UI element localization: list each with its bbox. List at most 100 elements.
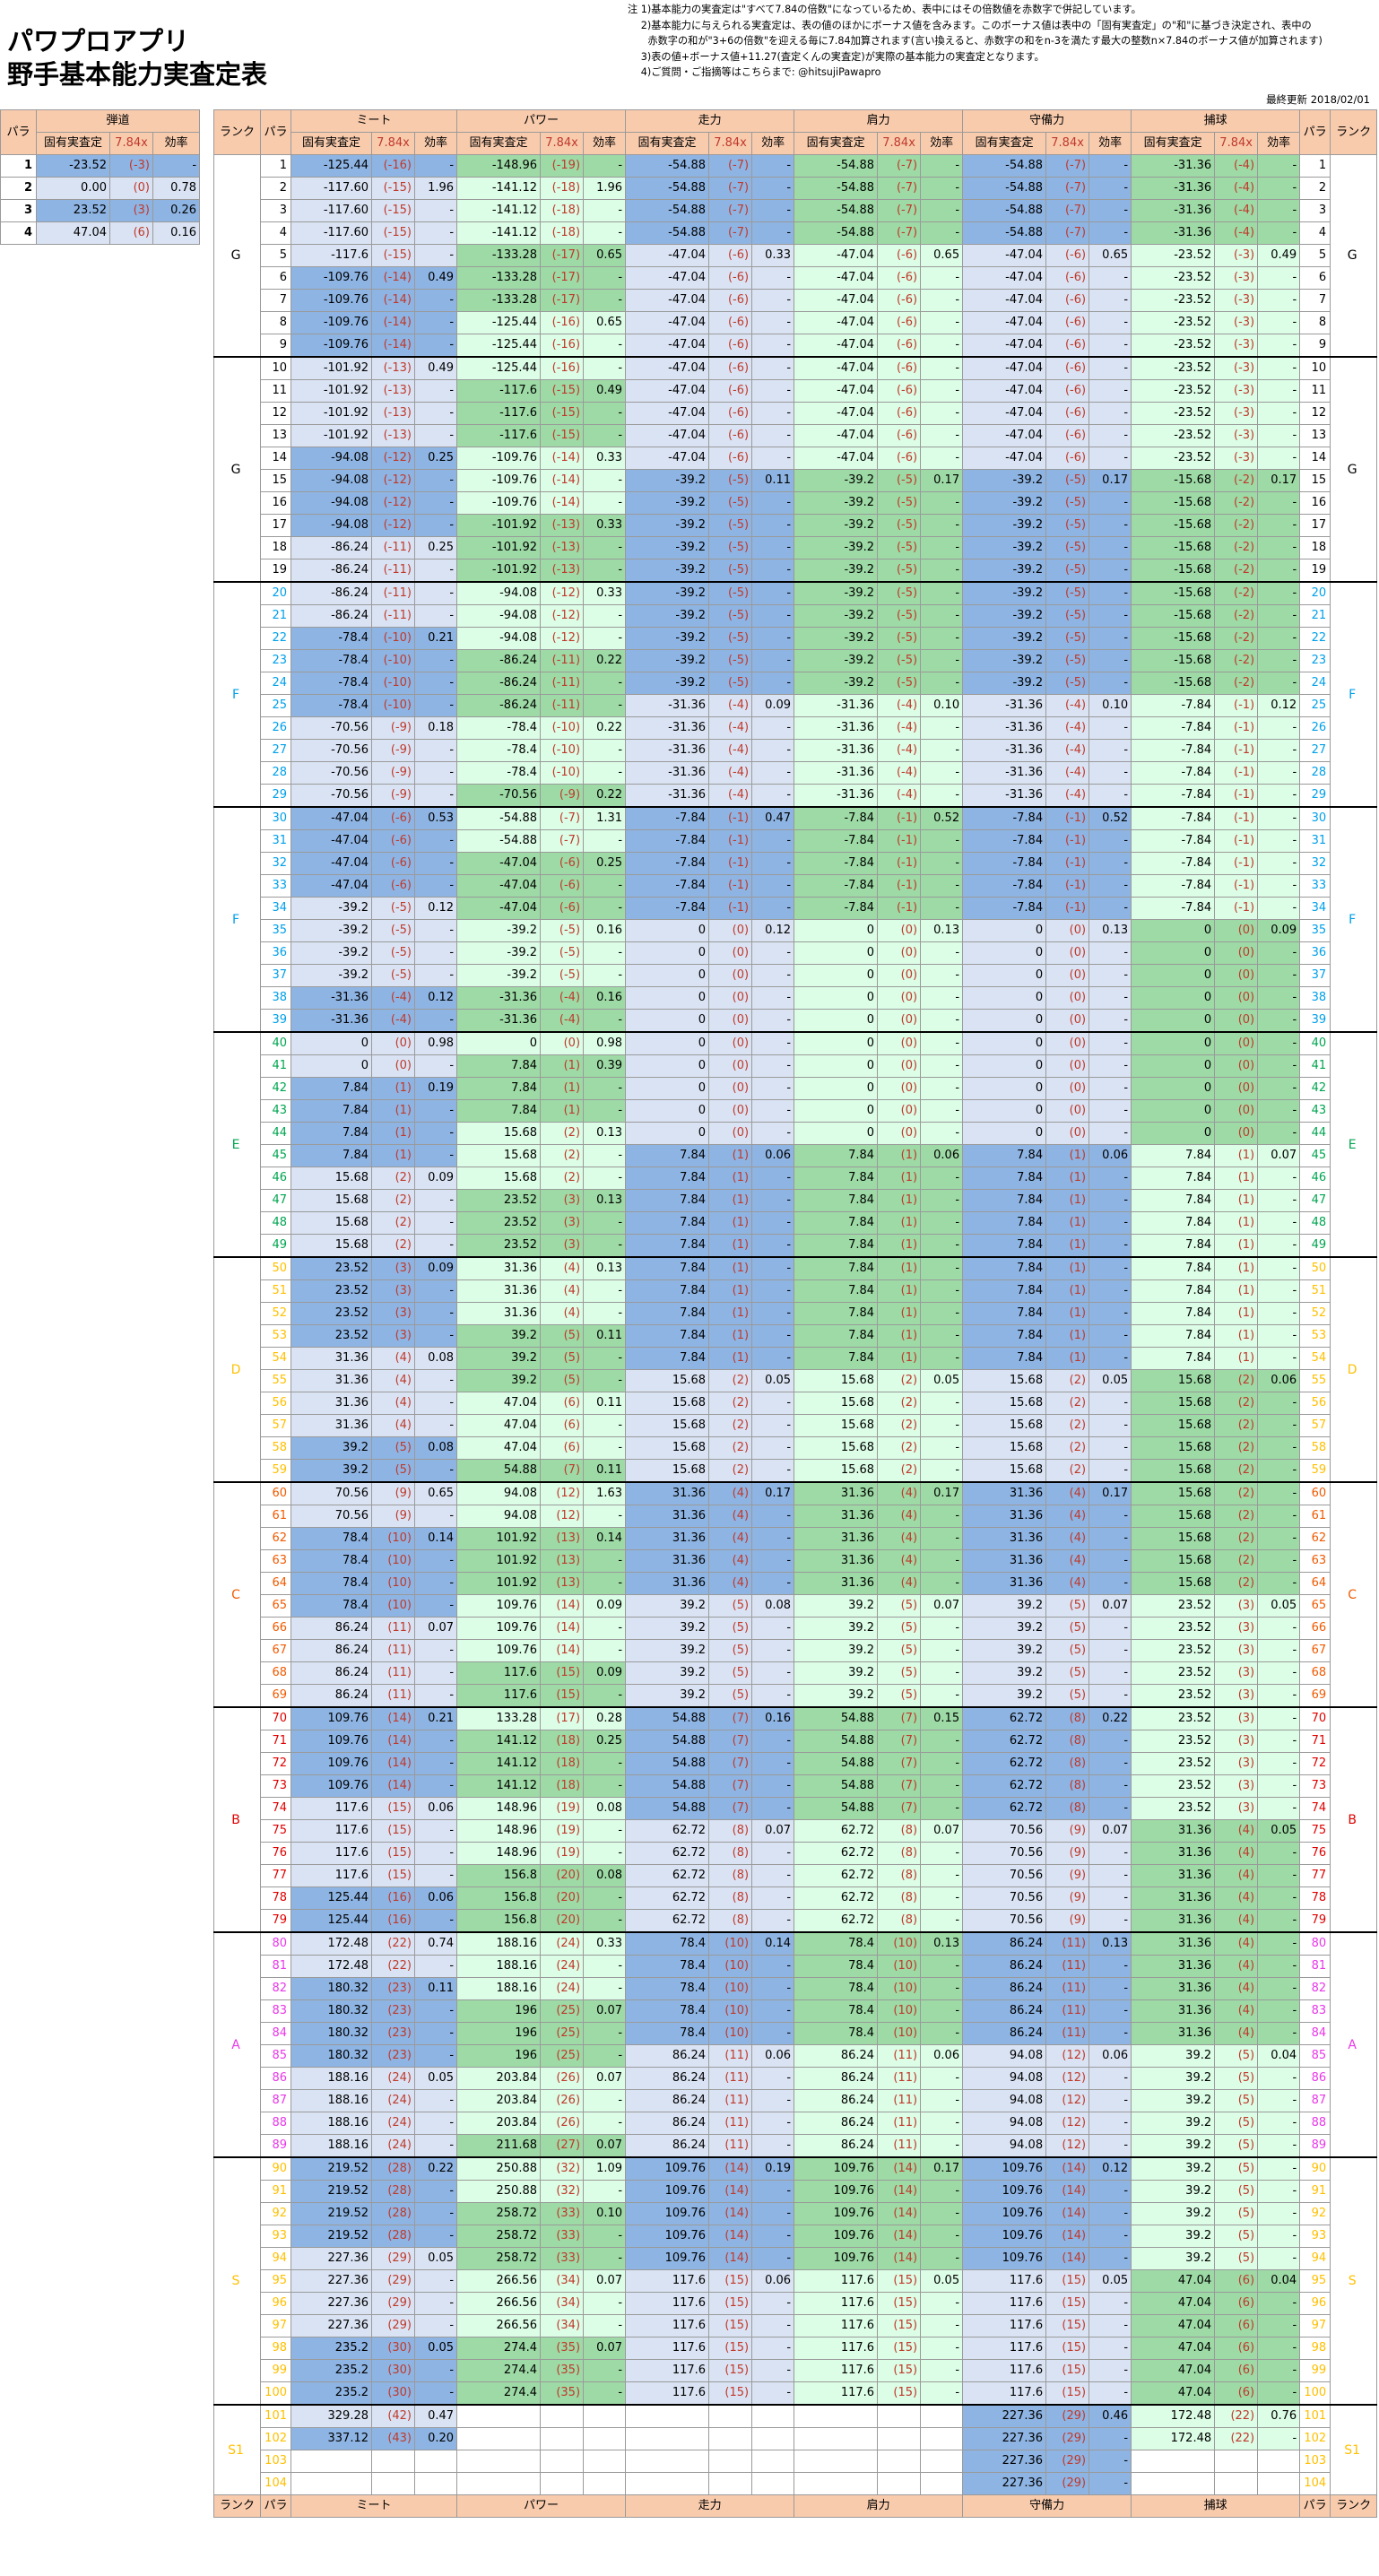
catch-value-cell: -23.52 [1131, 266, 1216, 290]
arm-efficiency-cell: - [920, 1886, 964, 1910]
arm-multiple-cell: (7) [877, 1730, 922, 1753]
power-value-cell: 274.4 [456, 2359, 542, 2382]
power-efficiency-cell: - [583, 672, 627, 695]
para-cell: 29 [260, 784, 291, 808]
run-multiple-cell: (-5) [708, 627, 753, 650]
col-eff: 効率 [751, 132, 795, 155]
meet-efficiency-cell: - [413, 649, 458, 672]
catch-efficiency-cell: 0.17 [1257, 469, 1301, 492]
run-multiple-cell: (5) [708, 1617, 753, 1640]
col-arm: 肩力 [794, 109, 964, 133]
catch-efficiency-cell: - [1257, 784, 1301, 808]
field-multiple-cell: (9) [1045, 1909, 1090, 1933]
table-row: 67 86.24 (11) -109.76 (14) -39.2 (5) -39.2 (5) -3… [214, 1639, 1377, 1662]
meet-multiple-cell: (4) [371, 1369, 415, 1392]
field-efficiency-cell: 0.06 [1088, 2044, 1132, 2068]
meet-efficiency-cell: 0.08 [413, 1347, 458, 1370]
run-multiple-cell: (-6) [708, 244, 753, 267]
field-efficiency-cell: - [1088, 2225, 1132, 2248]
arm-efficiency-cell: - [920, 356, 964, 380]
para-cell: 18 [1299, 536, 1331, 559]
run-multiple-cell: (7) [708, 1706, 753, 1730]
arm-value-cell: 62.72 [794, 1819, 879, 1843]
power-multiple-cell: (2) [540, 1122, 585, 1145]
field-multiple-cell: (14) [1045, 2202, 1090, 2225]
run-efficiency-cell: 0.08 [751, 1594, 795, 1618]
power-multiple-cell: (18) [540, 1774, 585, 1798]
run-multiple-cell: (14) [708, 2180, 753, 2203]
col-catch: 捕球 [1131, 2494, 1301, 2518]
run-value-cell: -54.88 [625, 221, 710, 245]
arm-value-cell: 7.84 [794, 1211, 879, 1235]
arm-value-cell: 0 [794, 1031, 879, 1055]
field-efficiency-cell: 0.07 [1088, 1819, 1132, 1843]
run-value-cell: 117.6 [625, 2292, 710, 2315]
para-cell: 28 [260, 761, 291, 785]
meet-multiple-cell: (3) [371, 1279, 415, 1303]
arm-multiple-cell: (10) [877, 1977, 922, 2000]
run-efficiency-cell [751, 2404, 795, 2428]
para-cell: 6 [260, 266, 291, 290]
run-multiple-cell [708, 2427, 753, 2450]
power-multiple-cell: (19) [540, 1842, 585, 1865]
catch-multiple-cell: (3) [1214, 1752, 1259, 1775]
catch-value-cell: -15.68 [1131, 536, 1216, 559]
arm-multiple-cell: (4) [877, 1481, 922, 1505]
field-efficiency-cell: - [1088, 1909, 1132, 1933]
table-row: 66 86.24 (11) 0.07 109.76 (14) -39.2 (5) -39.2 (5… [214, 1617, 1377, 1640]
para-cell: 76 [260, 1842, 291, 1865]
run-efficiency-cell: - [751, 1999, 795, 2023]
para-cell: 2 [0, 177, 37, 200]
field-multiple-cell: (11) [1045, 1977, 1090, 2000]
catch-value-cell: -15.68 [1131, 627, 1216, 650]
arm-efficiency-cell: - [920, 1077, 964, 1100]
field-efficiency-cell: 0.17 [1088, 1481, 1132, 1505]
table-row: 89 188.16 (24) -211.68 (27) 0.07 86.24 (11) -86.… [214, 2134, 1377, 2158]
meet-efficiency-cell: - [413, 1279, 458, 1303]
arm-efficiency-cell: - [920, 739, 964, 762]
run-efficiency-cell: - [751, 1684, 795, 1708]
meet-multiple-cell: (-9) [371, 716, 415, 740]
table-row: 86 188.16 (24) 0.05 203.84 (26) 0.07 86.24 (11) -… [214, 2067, 1377, 2090]
para-cell: 99 [260, 2359, 291, 2382]
run-value-cell: 109.76 [625, 2247, 710, 2270]
power-value-cell: -39.2 [456, 941, 542, 965]
power-value-cell: -101.92 [456, 514, 542, 537]
run-efficiency-cell: - [751, 716, 795, 740]
field-value-cell: -47.04 [962, 266, 1047, 290]
arm-multiple-cell: (-6) [877, 244, 922, 267]
power-value-cell: 274.4 [456, 2337, 542, 2360]
power-multiple-cell: (-6) [540, 897, 585, 920]
arm-value-cell: 86.24 [794, 2089, 879, 2112]
power-multiple-cell: (25) [540, 2022, 585, 2045]
rank-cell: F [213, 581, 261, 808]
arm-value-cell: 7.84 [794, 1189, 879, 1212]
catch-efficiency-cell: 0.05 [1257, 1819, 1301, 1843]
power-value-cell: -141.12 [456, 221, 542, 245]
arm-value-cell: 31.36 [794, 1572, 879, 1595]
run-efficiency-cell: - [751, 1414, 795, 1437]
field-efficiency-cell: - [1088, 289, 1132, 312]
table-row: 35 -39.2 (-5) - -39.2 (-5) 0.16 0 (0) 0.12 0 (0) 0.1… [214, 919, 1377, 942]
arm-value-cell: -54.88 [794, 199, 879, 222]
arm-multiple-cell: (-5) [877, 536, 922, 559]
field-multiple-cell: (-4) [1045, 784, 1090, 808]
run-multiple-cell: (15) [708, 2292, 753, 2315]
field-multiple-cell: (12) [1045, 2112, 1090, 2135]
power-value-cell: -125.44 [456, 334, 542, 358]
catch-value-cell: -15.68 [1131, 559, 1216, 583]
arm-multiple-cell: (11) [877, 2112, 922, 2135]
arm-efficiency-cell: - [920, 1234, 964, 1258]
power-value-cell: 148.96 [456, 1819, 542, 1843]
run-value-cell: -7.84 [625, 806, 710, 830]
power-value-cell: 266.56 [456, 2269, 542, 2293]
catch-value-cell: 7.84 [1131, 1167, 1216, 1190]
power-efficiency-cell: 0.11 [583, 1324, 627, 1348]
run-efficiency-cell [751, 2472, 795, 2495]
run-efficiency-cell: - [751, 2134, 795, 2158]
meet-efficiency-cell: 1.96 [413, 177, 458, 200]
power-multiple-cell: (34) [540, 2269, 585, 2293]
arm-multiple-cell: (4) [877, 1505, 922, 1528]
catch-value-cell: -23.52 [1131, 289, 1216, 312]
para-cell: 31 [1299, 829, 1331, 853]
